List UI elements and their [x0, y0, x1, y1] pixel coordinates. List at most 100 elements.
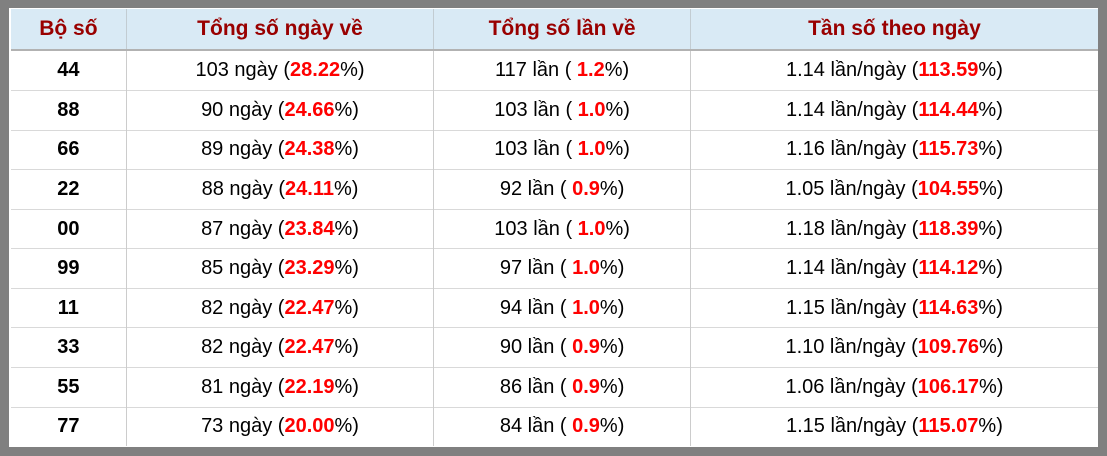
days-percent-value: 20.00: [284, 415, 335, 438]
percent-close: %): [334, 375, 359, 398]
pair-cell: 77: [11, 406, 127, 446]
pair-value: 66: [57, 138, 80, 161]
times-percent-value: 0.9: [572, 177, 600, 200]
total-days-cell: 103 ngày (28.22%): [125, 50, 434, 91]
total-times-cell: 86 lần ( 0.9%): [433, 367, 691, 408]
table-row: 00 87 ngày (23.84%) 103 lần ( 1.0%) 1.18 lầ…: [11, 208, 1098, 249]
daily-frequency-cell: 1.14 lần/ngày (114.44%): [689, 89, 1098, 131]
freq-percent-value: 109.76: [917, 336, 979, 359]
percent-close: %): [334, 296, 359, 319]
percent-close: %): [604, 58, 630, 81]
times-percent-value: 1.0: [577, 98, 606, 121]
days-percent-value: 23.29: [284, 257, 335, 280]
percent-close: %): [334, 217, 359, 240]
table-row: 66 89 ngày (24.38%) 103 lần ( 1.0%) 1.16 lầ…: [11, 129, 1098, 170]
daily-frequency-cell: 1.05 lần/ngày (104.55%): [689, 169, 1098, 210]
freq-text: 1.05 lần/ngày (: [785, 177, 918, 200]
percent-close: %): [334, 138, 359, 161]
total-times-cell: 92 lần ( 0.9%): [433, 169, 691, 210]
freq-text: 1.14 lần/ngày (: [786, 58, 919, 81]
percent-close: %): [978, 336, 1004, 359]
days-text: 103 ngày (: [195, 58, 291, 81]
freq-text: 1.15 lần/ngày (: [786, 415, 919, 438]
times-percent-value: 0.9: [572, 375, 600, 398]
daily-frequency-cell: 1.15 lần/ngày (115.07%): [689, 406, 1098, 446]
percent-close: %): [605, 138, 630, 161]
percent-close: %): [978, 98, 1003, 121]
times-text: 92 lần (: [499, 177, 573, 200]
days-text: 73 ngày (: [201, 415, 285, 438]
freq-text: 1.14 lần/ngày (: [786, 98, 919, 121]
days-percent-value: 22.47: [284, 296, 335, 319]
daily-frequency-cell: 1.18 lần/ngày (118.39%): [689, 208, 1098, 249]
percent-close: %): [599, 257, 625, 280]
days-percent-value: 24.38: [284, 138, 335, 161]
percent-close: %): [334, 415, 359, 438]
days-percent-value: 23.84: [284, 217, 335, 240]
times-text: 117 lần (: [495, 58, 577, 81]
days-percent-value: 24.11: [285, 177, 334, 200]
pair-value: 99: [57, 257, 80, 280]
days-percent-value: 28.22: [290, 58, 341, 81]
total-days-cell: 82 ngày (22.47%): [125, 287, 434, 328]
total-days-cell: 89 ngày (24.38%): [125, 129, 434, 170]
daily-frequency-cell: 1.15 lần/ngày (114.63%): [689, 287, 1098, 328]
pair-cell: 55: [11, 367, 127, 408]
times-percent-value: 0.9: [572, 336, 600, 359]
percent-close: %): [978, 177, 1004, 200]
table-row: 44 103 ngày (28.22%) 117 lần ( 1.2%) 1.14 l…: [11, 50, 1098, 91]
days-text: 90 ngày (: [201, 98, 285, 121]
percent-close: %): [334, 98, 359, 121]
table-header: Bộ số Tổng số ngày về Tổng số lần về Tần…: [11, 9, 1098, 51]
freq-text: 1.14 lần/ngày (: [786, 257, 919, 280]
percent-close: %): [333, 177, 359, 200]
total-days-cell: 90 ngày (24.66%): [125, 89, 434, 131]
percent-close: %): [978, 217, 1003, 240]
percent-close: %): [599, 336, 625, 359]
times-percent-value: 0.9: [572, 415, 600, 438]
pair-cell: 11: [11, 287, 127, 328]
pair-cell: 66: [11, 129, 127, 170]
table-row: 99 85 ngày (23.29%) 97 lần ( 1.0%) 1.14 lần…: [11, 248, 1098, 289]
days-percent-value: 22.47: [284, 336, 335, 359]
daily-frequency-cell: 1.16 lần/ngày (115.73%): [689, 129, 1098, 170]
column-header-total-days: Tổng số ngày về: [125, 9, 434, 51]
total-times-cell: 97 lần ( 1.0%): [433, 248, 691, 289]
times-text: 90 lần (: [499, 336, 573, 359]
total-times-cell: 103 lần ( 1.0%): [433, 129, 691, 170]
times-percent-value: 1.0: [572, 296, 600, 319]
pair-value: 11: [57, 296, 79, 319]
times-percent-value: 1.2: [576, 58, 605, 81]
times-text: 103 lần (: [494, 98, 578, 121]
percent-close: %): [340, 58, 365, 81]
times-text: 103 lần (: [494, 138, 578, 161]
total-days-cell: 87 ngày (23.84%): [125, 208, 434, 249]
table-row: 88 90 ngày (24.66%) 103 lần ( 1.0%) 1.14 lầ…: [11, 89, 1098, 131]
freq-percent-value: 114.12: [918, 257, 979, 280]
percent-close: %): [334, 257, 359, 280]
table-row: 11 82 ngày (22.47%) 94 lần ( 1.0%) 1.15 lần…: [11, 287, 1098, 328]
pair-value: 22: [57, 177, 80, 200]
column-header-daily-frequency: Tần số theo ngày: [689, 9, 1098, 51]
freq-text: 1.10 lần/ngày (: [785, 336, 918, 359]
freq-percent-value: 114.44: [918, 98, 979, 121]
table-body: 44 103 ngày (28.22%) 117 lần ( 1.2%) 1.14 l…: [11, 50, 1098, 446]
pair-cell: 99: [11, 248, 127, 289]
column-header-total-times: Tổng số lần về: [433, 9, 691, 51]
table-row: 22 88 ngày (24.11%) 92 lần ( 0.9%) 1.05 lần…: [11, 169, 1098, 210]
total-days-cell: 73 ngày (20.00%): [125, 406, 434, 446]
table-container: Bộ số Tổng số ngày về Tổng số lần về Tần…: [9, 8, 1098, 447]
percent-close: %): [605, 217, 630, 240]
freq-text: 1.18 lần/ngày (: [786, 217, 919, 240]
percent-close: %): [978, 375, 1004, 398]
times-text: 94 lần (: [499, 296, 573, 319]
daily-frequency-cell: 1.14 lần/ngày (114.12%): [689, 248, 1098, 289]
times-text: 84 lần (: [499, 415, 573, 438]
percent-close: %): [978, 257, 1003, 280]
total-days-cell: 88 ngày (24.11%): [125, 169, 434, 210]
freq-percent-value: 104.55: [917, 177, 979, 200]
pair-value: 55: [57, 375, 80, 398]
column-header-pair: Bộ số: [11, 9, 127, 51]
freq-percent-value: 106.17: [917, 375, 979, 398]
percent-close: %): [599, 415, 625, 438]
